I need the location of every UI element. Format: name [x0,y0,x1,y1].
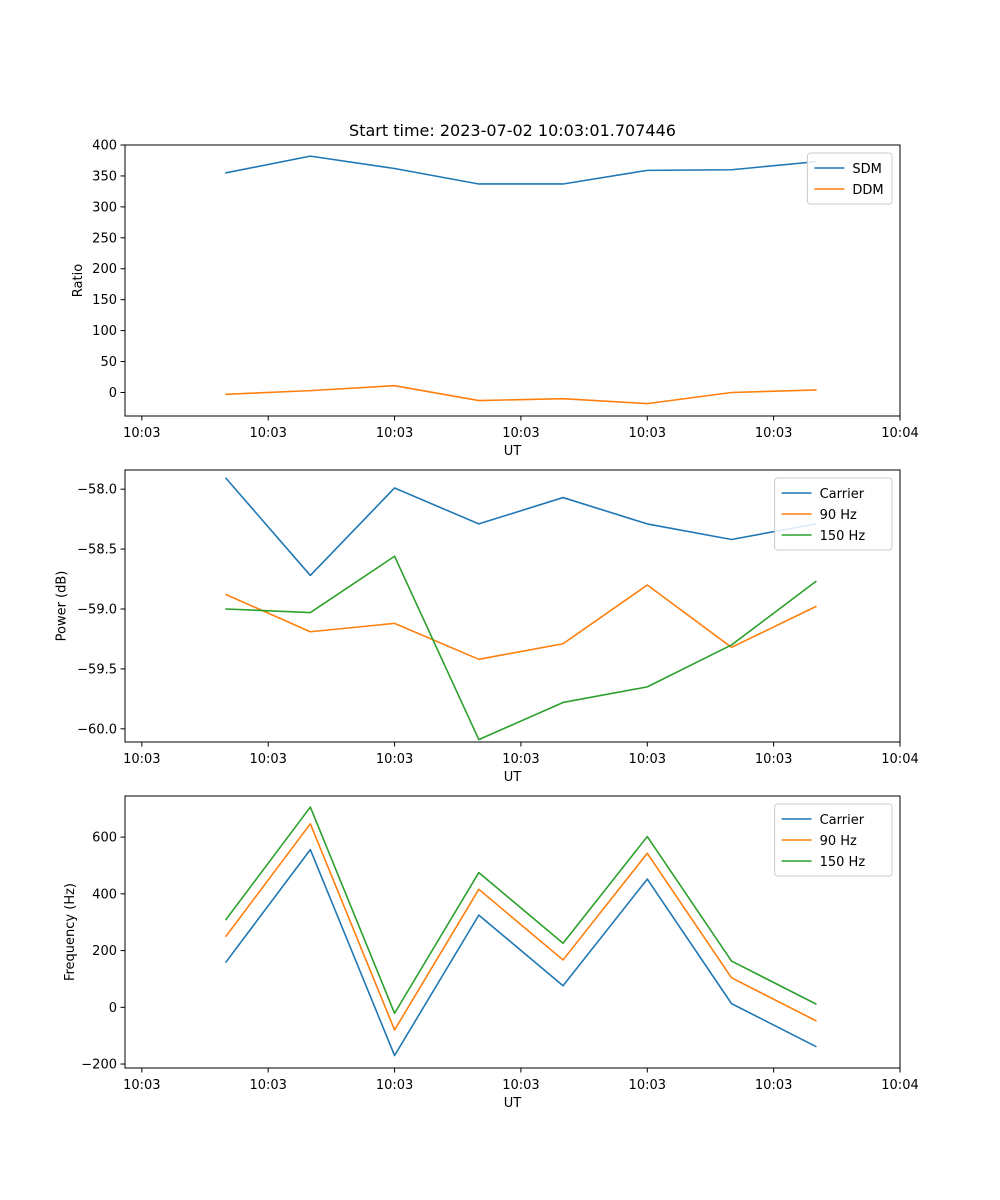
y-tick-label: 50 [100,355,117,370]
x-tick-label: 10:03 [755,752,792,767]
y-axis-label: Ratio [71,264,86,297]
legend-label: 90 Hz [820,834,857,849]
legend-label: DDM [852,183,883,198]
y-tick-label: −58.0 [77,483,117,498]
y-axis-label: Power (dB) [55,571,70,642]
y-axis-label: Frequency (Hz) [63,883,78,981]
y-tick-label: 0 [109,1001,117,1016]
series-line-90-hz [224,822,817,1031]
y-tick-label: 300 [92,200,117,215]
x-tick-label: 10:03 [502,1078,539,1093]
series-line-carrier [224,477,817,577]
x-axis-label: UT [504,444,522,459]
legend-label: 150 Hz [820,855,866,870]
series-line-carrier [224,848,817,1057]
series-line-90-hz [225,584,817,661]
x-tick-label: 10:03 [376,1078,413,1093]
y-tick-label: 200 [92,262,117,277]
legend-label: Carrier [820,813,865,828]
axes-frame [124,795,901,1069]
x-tick-label: 10:03 [249,426,286,441]
series-line-150-hz [224,806,817,1015]
y-tick-label: −58.5 [77,543,117,558]
x-axis-label: UT [504,770,522,785]
y-tick-label: 100 [92,324,117,339]
x-tick-label: 10:03 [629,752,666,767]
legend-label: Carrier [820,487,865,502]
panels: 10:03 10:03 10:03 10:03 10:03 10:03 10:04 0 50 10… [55,139,919,1112]
series-line-sdm [225,155,817,185]
x-tick-label: 10:03 [249,1078,286,1093]
y-tick-label: 400 [92,887,117,902]
x-tick-label: 10:04 [881,1078,918,1093]
x-tick-label: 10:03 [502,752,539,767]
y-tick-label: −59.0 [77,602,117,617]
legend: Carrier 90 Hz 150 Hz [774,477,893,551]
x-axis-label: UT [504,1096,522,1111]
axes-frame [124,144,901,417]
legend-box [806,152,893,205]
panel-3: 10:03 10:03 10:03 10:03 10:03 10:03 10:04 600 40… [63,795,919,1111]
x-tick-label: 10:03 [249,752,286,767]
chart-title: Start time: 2023-07-02 10:03:01.707446 [349,121,676,140]
legend-label: 150 Hz [820,529,866,544]
axes-frame [124,469,901,743]
x-tick-label: 10:03 [502,426,539,441]
panel-1: 10:03 10:03 10:03 10:03 10:03 10:03 10:04 0 50 10… [71,139,919,460]
y-tick-label: 200 [92,944,117,959]
y-tick-label: 600 [92,831,117,846]
x-tick-label: 10:03 [755,426,792,441]
y-tick-label: −59.5 [77,662,117,677]
y-tick-label: 250 [92,231,117,246]
x-tick-label: 10:03 [629,1078,666,1093]
legend: Carrier 90 Hz 150 Hz [774,803,893,877]
y-tick-label: 400 [92,139,117,154]
x-tick-label: 10:03 [629,426,666,441]
x-tick-label: 10:03 [755,1078,792,1093]
legend-label: SDM [852,162,881,177]
legend-box [774,477,893,551]
x-tick-label: 10:03 [123,426,160,441]
x-tick-label: 10:03 [123,752,160,767]
legend-label: 90 Hz [820,508,857,523]
x-tick-label: 10:04 [881,426,918,441]
x-tick-label: 10:03 [376,426,413,441]
y-tick-label: −200 [81,1058,117,1073]
legend: SDM DDM [806,152,893,205]
legend-box [774,803,893,877]
y-tick-label: 150 [92,293,117,308]
x-tick-label: 10:03 [123,1078,160,1093]
x-tick-label: 10:04 [881,752,918,767]
y-tick-label: 350 [92,169,117,184]
y-tick-label: −60.0 [77,722,117,737]
series-line-150-hz [225,555,817,741]
panel-2: 10:03 10:03 10:03 10:03 10:03 10:03 10:04 −58.0… [55,469,919,785]
x-tick-label: 10:03 [376,752,413,767]
series-line-ddm [225,384,817,405]
y-tick-label: 0 [109,386,117,401]
